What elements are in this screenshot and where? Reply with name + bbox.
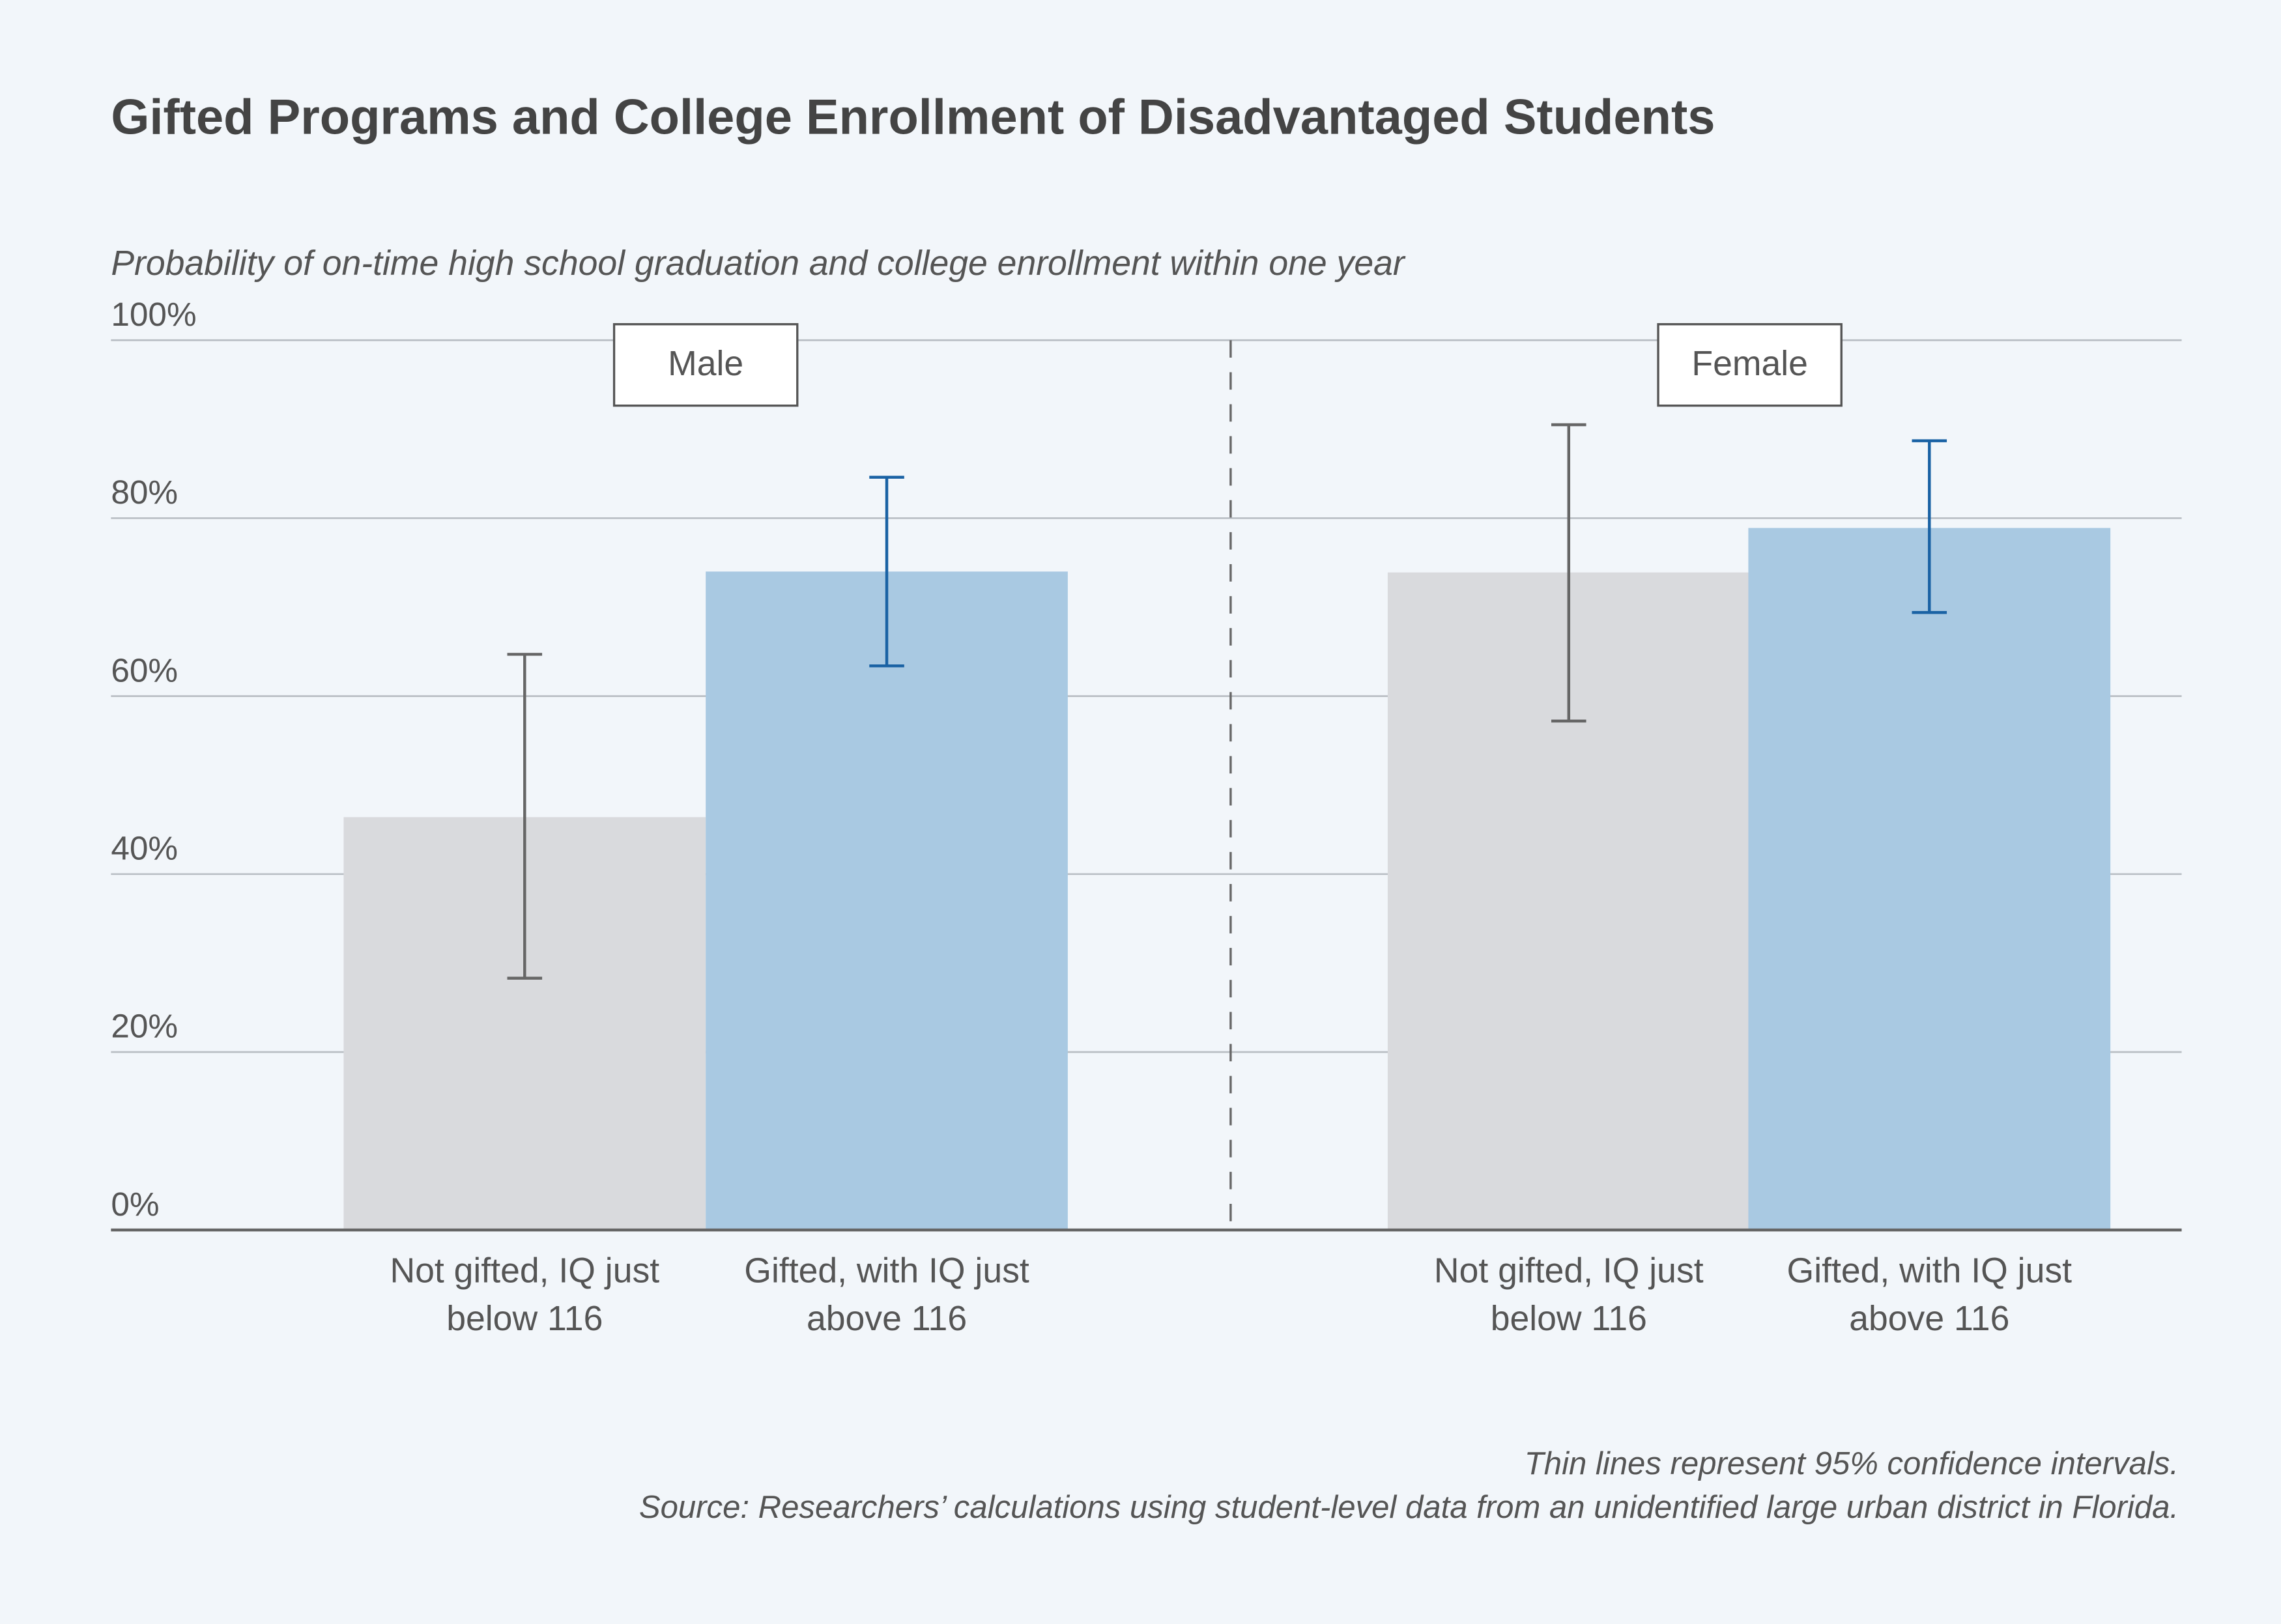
category-label: below 116 bbox=[446, 1300, 603, 1338]
error-bar bbox=[507, 653, 543, 980]
error-bar bbox=[1551, 423, 1586, 723]
bar bbox=[706, 571, 1068, 1231]
note-source: Source: Researchers’ calculations using … bbox=[639, 1490, 2179, 1525]
error-bar bbox=[1912, 439, 1947, 614]
category-label: above 116 bbox=[1849, 1300, 2009, 1338]
panel-label-box bbox=[612, 323, 799, 407]
chart-subtitle: Probability of on-time high school gradu… bbox=[111, 244, 1406, 283]
category-label: above 116 bbox=[807, 1300, 967, 1338]
panel-label: Female bbox=[1691, 345, 1808, 383]
y-tick-label: 0% bbox=[111, 1186, 159, 1223]
error-bar bbox=[869, 476, 904, 668]
y-tick-label: 60% bbox=[111, 651, 178, 689]
panel-label: Male bbox=[668, 345, 743, 383]
y-tick-label: 80% bbox=[111, 474, 178, 511]
y-tick-label: 100% bbox=[111, 296, 196, 333]
labels: 0% 20% 40% 60% 80% 100% Male Not gifted, IQ jus… bbox=[111, 296, 2072, 1338]
bars bbox=[343, 423, 2111, 1231]
category-label: Not gifted, IQ just bbox=[390, 1252, 659, 1290]
y-tick-label: 40% bbox=[111, 829, 178, 866]
category-label: Gifted, with IQ just bbox=[1787, 1252, 2073, 1290]
category-label: Gifted, with IQ just bbox=[744, 1252, 1029, 1290]
note-ci: Thin lines represent 95% confidence inte… bbox=[1525, 1446, 2179, 1481]
category-label: below 116 bbox=[1491, 1300, 1647, 1338]
bar bbox=[1748, 528, 2111, 1231]
panel-label-box bbox=[1657, 323, 1843, 407]
category-label: Not gifted, IQ just bbox=[1434, 1252, 1704, 1290]
y-tick-label: 20% bbox=[111, 1008, 178, 1045]
chart-title: Gifted Programs and College Enrollment o… bbox=[111, 89, 1715, 145]
